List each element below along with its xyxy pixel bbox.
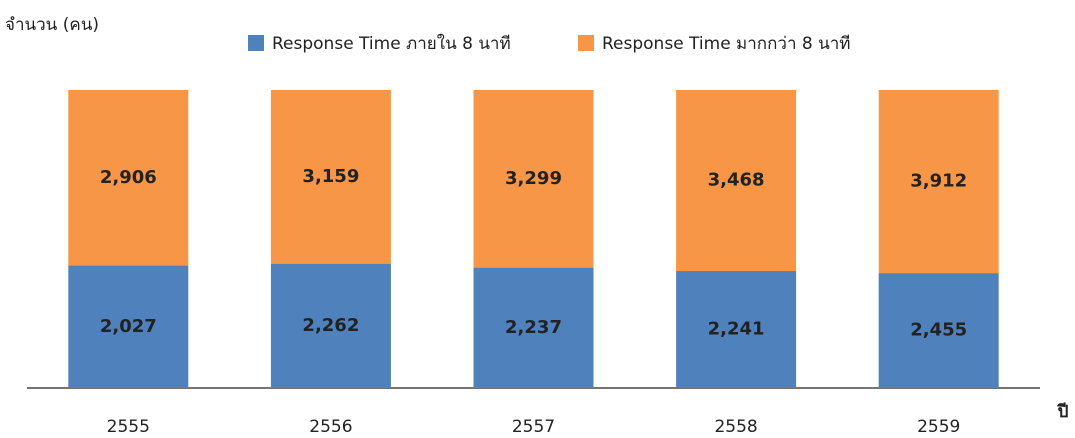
x-tick-label: 2557 bbox=[512, 417, 555, 437]
bar-segment bbox=[68, 265, 189, 388]
bar-segment bbox=[878, 90, 999, 274]
data-label: 3,299 bbox=[505, 168, 562, 189]
y-axis-label: จำนวน (คน) bbox=[5, 15, 99, 35]
legend-swatch bbox=[578, 35, 594, 51]
x-axis-label: ปี bbox=[1057, 401, 1069, 422]
bar-segment bbox=[270, 263, 391, 388]
data-label: 2,237 bbox=[505, 317, 562, 338]
data-label: 3,912 bbox=[910, 171, 967, 192]
bar-segment bbox=[68, 90, 189, 266]
data-label: 2,027 bbox=[100, 316, 157, 337]
data-label: 3,159 bbox=[302, 166, 359, 187]
x-tick-label: 2558 bbox=[714, 417, 757, 437]
data-label: 2,262 bbox=[302, 315, 359, 336]
data-label: 3,468 bbox=[708, 170, 765, 191]
data-label: 2,455 bbox=[910, 320, 967, 341]
bar-segment bbox=[676, 90, 797, 272]
bar-segment bbox=[270, 90, 391, 264]
legend-swatch bbox=[248, 35, 264, 51]
x-tick-label: 2559 bbox=[917, 417, 960, 437]
data-label: 2,906 bbox=[100, 167, 157, 188]
bar-segment bbox=[878, 273, 999, 388]
legend-label: Response Time มากกว่า 8 นาที bbox=[602, 34, 850, 54]
bar-segment bbox=[676, 271, 797, 388]
legend-label: Response Time ภายใน 8 นาที bbox=[272, 33, 511, 54]
data-label: 2,241 bbox=[708, 319, 765, 340]
bar-segment bbox=[473, 267, 594, 388]
bar-segment bbox=[473, 90, 594, 268]
x-tick-label: 2556 bbox=[309, 417, 352, 437]
x-tick-label: 2555 bbox=[107, 417, 150, 437]
